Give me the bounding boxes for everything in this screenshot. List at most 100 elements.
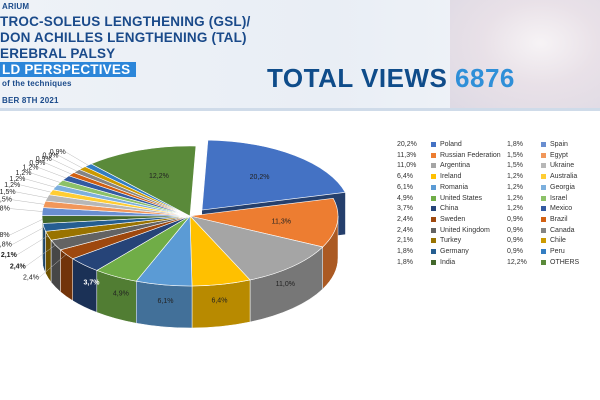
legend-label: Peru xyxy=(550,248,565,255)
legend-label: Turkey xyxy=(440,237,462,245)
slice-label-14: 1,5% xyxy=(0,189,16,196)
legend-value: 20,2% xyxy=(397,141,417,148)
slice-label-18: 1,2% xyxy=(23,165,39,172)
slice-label-11: 1,8% xyxy=(0,232,10,239)
legend-value: 0,9% xyxy=(507,248,523,255)
legend-label: India xyxy=(440,258,456,266)
title-line-4: LD PERSPECTIVES xyxy=(0,62,137,77)
legend-value: 0,9% xyxy=(507,226,523,234)
legend-label: Australia xyxy=(550,173,578,181)
legend-swatch xyxy=(541,206,546,212)
legend-swatch xyxy=(541,195,546,201)
legend-label: Poland xyxy=(440,141,462,148)
legend-swatch xyxy=(431,195,436,201)
legend-label: United Kingdom xyxy=(440,226,490,234)
leader-line-20 xyxy=(51,158,77,172)
leader-line-19 xyxy=(45,162,72,175)
legend-value: 3,7% xyxy=(397,205,413,213)
slice-label-23: 12,2% xyxy=(149,173,169,180)
title-line-0: ARIUM xyxy=(2,2,30,11)
leader-line-16 xyxy=(25,178,56,188)
total-views: TOTAL VIEWS 6876 xyxy=(267,63,515,94)
legend-swatch xyxy=(541,259,546,265)
slice-label-10: 1,8% xyxy=(0,242,12,249)
legend-swatch xyxy=(541,227,546,233)
slice-label-2: 11,0% xyxy=(276,281,295,288)
leader-line-14 xyxy=(15,191,48,199)
legend-value: 1,2% xyxy=(507,183,523,191)
legend-swatch xyxy=(541,216,546,222)
legend-value: 0,9% xyxy=(507,215,523,223)
slice-label-21: 0,9% xyxy=(43,152,59,159)
legend-label: Israel xyxy=(550,194,568,202)
legend-label: Ireland xyxy=(440,173,462,181)
legend-value: 1,8% xyxy=(397,258,413,266)
slice-label-7: 2,4% xyxy=(23,275,39,282)
leader-line-22 xyxy=(65,151,89,166)
legend-label: Georgia xyxy=(550,183,575,191)
slice-label-20: 0,9% xyxy=(36,156,52,163)
legend-value: 1,8% xyxy=(507,141,523,148)
leader-line-13 xyxy=(11,199,45,205)
title-line-5: of the techniques xyxy=(2,79,72,88)
legend-swatch xyxy=(431,163,436,169)
slice-label-13: 1,5% xyxy=(0,197,12,204)
legend-value: 11,3% xyxy=(397,151,417,159)
legend-swatch xyxy=(431,216,436,222)
pie-slice-2 xyxy=(189,215,324,281)
leader-line-12 xyxy=(9,208,43,212)
legend-value: 6,1% xyxy=(397,183,413,191)
legend-label: Egypt xyxy=(550,151,568,159)
title-line-4-text: LD PERSPECTIVES xyxy=(0,62,137,77)
header-banner: ARIUM TROC-SOLEUS LENGTHENING (GSL)/ DON… xyxy=(0,0,600,108)
total-views-label: TOTAL VIEWS xyxy=(267,63,448,93)
leader-line-10 xyxy=(11,227,45,245)
legend-swatch xyxy=(541,142,546,147)
legend-value: 11,0% xyxy=(397,162,417,170)
legend-value: 0,9% xyxy=(507,237,523,245)
legend-value: 2,4% xyxy=(397,226,413,234)
legend-value: 1,2% xyxy=(507,173,523,181)
legend-label: Spain xyxy=(550,141,568,148)
legend-value: 6,4% xyxy=(397,173,413,181)
legend-label: Chile xyxy=(550,237,566,245)
legend-value: 1,5% xyxy=(507,162,523,170)
legend-label: Germany xyxy=(440,248,469,255)
slice-label-22: 0,9% xyxy=(50,149,66,156)
slice-label-1: 11,3% xyxy=(272,218,291,225)
slice-label-16: 1,2% xyxy=(9,176,25,183)
leader-line-18 xyxy=(38,167,66,179)
banner-photo xyxy=(450,0,600,108)
slice-label-19: 0,9% xyxy=(29,160,45,167)
legend-label: Russian Federation xyxy=(440,151,501,159)
legend-swatch xyxy=(431,206,436,212)
legend-label: OTHERS xyxy=(550,258,580,266)
title-line-6: BER 8TH 2021 xyxy=(2,96,59,105)
legend-swatch xyxy=(431,238,436,244)
leader-line-9 xyxy=(16,235,49,256)
slice-label-0: 20,2% xyxy=(250,174,270,181)
leader-line-17 xyxy=(31,172,61,183)
legend-swatch xyxy=(431,259,436,265)
legend-value: 1,5% xyxy=(507,151,523,159)
leader-line-8 xyxy=(25,244,56,267)
slice-label-15: 1,2% xyxy=(4,182,20,189)
header-divider xyxy=(0,108,600,111)
legend-swatch xyxy=(541,249,546,254)
legend-label: Ukraine xyxy=(550,162,575,170)
legend-value: 12,2% xyxy=(507,258,527,266)
legend-swatch xyxy=(541,174,546,180)
webinar-title-block: ARIUM TROC-SOLEUS LENGTHENING (GSL)/ DON… xyxy=(0,0,250,108)
leader-line-21 xyxy=(58,155,83,169)
legend-label: Canada xyxy=(550,226,575,234)
pie-slice-1 xyxy=(189,198,339,248)
slice-label-9: 2,1% xyxy=(1,252,18,259)
legend-value: 2,4% xyxy=(397,215,413,223)
legend-value: 1,2% xyxy=(507,205,523,213)
legend-label: Sweden xyxy=(440,215,466,223)
leader-line-11 xyxy=(9,219,43,236)
legend-label: Argentina xyxy=(440,162,470,170)
pie-slice-23 xyxy=(90,145,197,217)
slice-label-12: 1,8% xyxy=(0,206,10,213)
legend-swatch xyxy=(541,152,546,158)
